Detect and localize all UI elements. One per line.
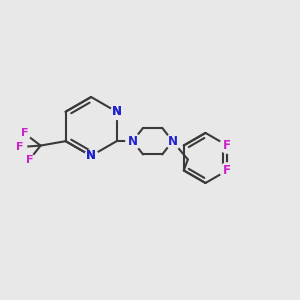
Text: F: F [16,142,24,152]
Text: F: F [21,128,28,138]
Text: N: N [112,105,122,118]
Text: F: F [223,164,231,177]
Text: N: N [128,135,138,148]
Text: N: N [167,135,178,148]
Text: F: F [26,155,33,165]
Text: N: N [86,149,96,162]
Text: N: N [112,105,122,118]
Text: F: F [223,139,231,152]
Text: N: N [86,149,96,162]
